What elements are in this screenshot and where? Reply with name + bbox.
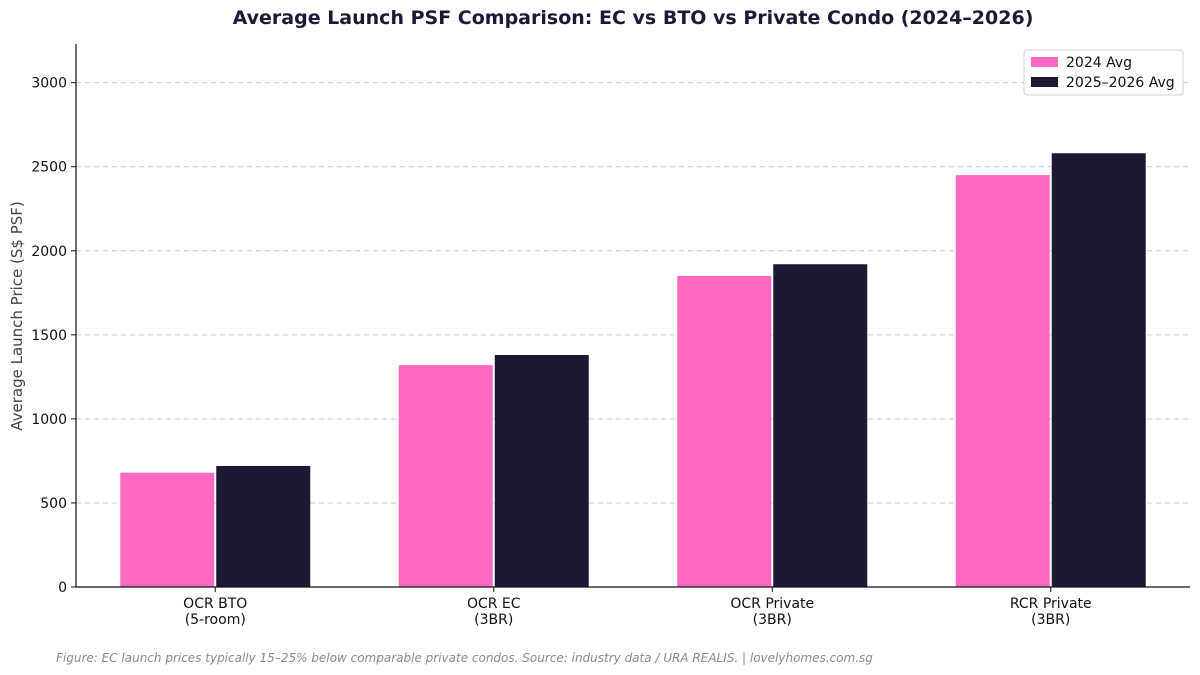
bar bbox=[398, 365, 493, 587]
figure-caption: Figure: EC launch prices typically 15–25… bbox=[56, 651, 873, 665]
x-tick-label: RCR Private bbox=[1010, 596, 1092, 612]
x-tick-label: OCR EC bbox=[467, 596, 521, 612]
bar bbox=[120, 472, 215, 587]
y-tick-label: 1500 bbox=[31, 328, 67, 344]
y-tick-label: 1000 bbox=[31, 412, 67, 428]
x-tick-label: OCR Private bbox=[730, 596, 814, 612]
bar bbox=[494, 355, 589, 587]
y-tick-label: 3000 bbox=[31, 76, 67, 92]
legend-label: 2024 Avg bbox=[1066, 55, 1132, 71]
x-tick-label: OCR BTO bbox=[183, 596, 247, 612]
bar bbox=[677, 275, 772, 587]
bars bbox=[120, 153, 1146, 587]
bar bbox=[955, 175, 1050, 587]
legend-label: 2025–2026 Avg bbox=[1066, 75, 1175, 91]
x-tick-label: (3BR) bbox=[753, 612, 792, 628]
chart-title: Average Launch PSF Comparison: EC vs BTO… bbox=[233, 7, 1034, 29]
axes bbox=[75, 44, 1190, 588]
y-tick-label: 2500 bbox=[31, 160, 67, 176]
y-tick-label: 500 bbox=[40, 496, 67, 512]
x-tick-label: (5-room) bbox=[185, 612, 246, 628]
legend-swatch bbox=[1031, 57, 1058, 67]
legend-box bbox=[1023, 49, 1184, 96]
y-tick-label: 2000 bbox=[31, 244, 67, 260]
bar bbox=[1051, 153, 1146, 587]
bar bbox=[773, 264, 868, 587]
legend-swatch bbox=[1031, 77, 1058, 87]
bar bbox=[216, 465, 311, 587]
y-axis-label: Average Launch Price (S$ PSF) bbox=[8, 201, 26, 431]
x-tick-label: (3BR) bbox=[1031, 612, 1070, 628]
x-tick-label: (3BR) bbox=[474, 612, 513, 628]
legend: 2024 Avg 2025–2026 Avg bbox=[1023, 49, 1184, 96]
tick-labels: 0 500 1000 1500 2000 2500 3000 OCR BTO(5-room) O… bbox=[31, 76, 1091, 628]
y-tick-label: 0 bbox=[58, 580, 67, 596]
